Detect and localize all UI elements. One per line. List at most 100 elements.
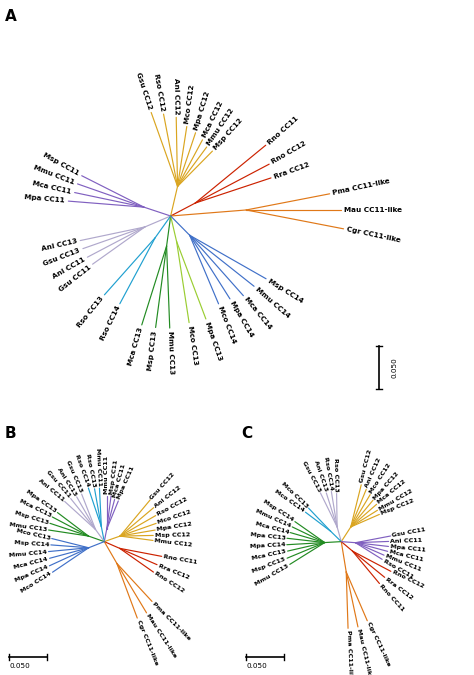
- Text: Mpa CC12: Mpa CC12: [194, 90, 211, 131]
- Text: Mca CC14: Mca CC14: [243, 296, 273, 331]
- Text: Gsu CC12: Gsu CC12: [135, 72, 153, 111]
- Text: Rso CC12: Rso CC12: [156, 497, 188, 517]
- Text: Mpa CC14: Mpa CC14: [249, 542, 285, 549]
- Text: Msp CC14: Msp CC14: [263, 500, 295, 522]
- Text: Mca CC13: Mca CC13: [127, 327, 144, 367]
- Text: Mca CC14: Mca CC14: [13, 556, 49, 570]
- Text: Mpa CC14: Mpa CC14: [14, 564, 49, 583]
- Text: Msp CC14: Msp CC14: [14, 540, 49, 547]
- Text: Ani CC12: Ani CC12: [365, 457, 383, 489]
- Text: Mpa CC13: Mpa CC13: [249, 532, 286, 541]
- Text: Msp CC12: Msp CC12: [380, 498, 415, 516]
- Text: Rra CC12: Rra CC12: [384, 576, 414, 600]
- Text: Msp CC11: Msp CC11: [109, 459, 118, 495]
- Text: Rno CC11: Rno CC11: [163, 554, 198, 565]
- Text: Mco CC13: Mco CC13: [280, 481, 309, 509]
- Text: Rso CC13: Rso CC13: [334, 458, 339, 492]
- Text: Mmu CC12: Mmu CC12: [378, 488, 413, 512]
- Text: Mpa CC12: Mpa CC12: [372, 470, 400, 501]
- Text: 0.050: 0.050: [391, 357, 397, 377]
- Text: Rso CC14: Rso CC14: [323, 456, 334, 490]
- Text: Msp CC13: Msp CC13: [252, 556, 286, 574]
- Text: Ani CC13: Ani CC13: [56, 466, 78, 497]
- Text: Mmu CC11: Mmu CC11: [104, 456, 109, 494]
- Text: Mpa CC11: Mpa CC11: [117, 466, 136, 500]
- Text: Gsu CC13: Gsu CC13: [301, 460, 322, 493]
- Text: Mco CC12: Mco CC12: [369, 462, 392, 495]
- Text: Mmu CC13: Mmu CC13: [9, 522, 47, 532]
- Text: Mco CC13: Mco CC13: [15, 528, 51, 541]
- Text: Rso CC14: Rso CC14: [99, 305, 121, 342]
- Text: Mca CC12: Mca CC12: [201, 101, 224, 138]
- Text: Ani CC13: Ani CC13: [41, 238, 78, 252]
- Text: Mpa CC13: Mpa CC13: [204, 321, 223, 361]
- Text: Pma CC11-like: Pma CC11-like: [151, 601, 191, 641]
- Text: Msp CC12: Msp CC12: [155, 533, 190, 538]
- Text: Mmu CC12: Mmu CC12: [155, 538, 193, 548]
- Text: Ani CC11: Ani CC11: [390, 538, 422, 544]
- Text: Mmu CC11: Mmu CC11: [384, 554, 422, 572]
- Text: Cgr CC11-like: Cgr CC11-like: [346, 227, 401, 244]
- Text: Gsu CC12: Gsu CC12: [359, 449, 373, 484]
- Text: Mmu CC13: Mmu CC13: [254, 563, 290, 587]
- Text: Cgr CC11-like: Cgr CC11-like: [136, 619, 158, 666]
- Text: Rno CC12: Rno CC12: [391, 570, 424, 589]
- Text: Rra CC12: Rra CC12: [273, 161, 310, 180]
- Text: Gsu CC11: Gsu CC11: [57, 264, 92, 292]
- Text: Mco CC12: Mco CC12: [157, 510, 192, 525]
- Text: Mca CC13: Mca CC13: [18, 499, 52, 518]
- Text: Mau CC11-like: Mau CC11-like: [146, 613, 177, 659]
- Text: Gsu CC11: Gsu CC11: [45, 470, 72, 499]
- Text: Pma CC11-like: Pma CC11-like: [332, 178, 391, 196]
- Text: Mco CC12: Mco CC12: [184, 84, 196, 124]
- Text: Rno CC12: Rno CC12: [271, 140, 307, 165]
- Text: Mau CC11-like: Mau CC11-like: [356, 628, 372, 675]
- Text: Mmu CC11: Mmu CC11: [95, 448, 102, 487]
- Text: Ani CC12: Ani CC12: [154, 485, 182, 508]
- Text: Msp CC11: Msp CC11: [42, 153, 80, 177]
- Text: Mmu CC13: Mmu CC13: [167, 331, 174, 375]
- Text: Mau CC11-like: Mau CC11-like: [344, 207, 402, 213]
- Text: 0.050: 0.050: [9, 664, 30, 670]
- Text: Mmu CC12: Mmu CC12: [206, 107, 235, 146]
- Text: Rno CC12: Rno CC12: [154, 571, 185, 594]
- Text: Rso CC12: Rso CC12: [154, 73, 166, 111]
- Text: Msp CC12: Msp CC12: [212, 117, 244, 151]
- Text: Gsu CC12: Gsu CC12: [149, 471, 176, 500]
- Text: Mmu CC14: Mmu CC14: [255, 508, 292, 529]
- Text: Mca CC12: Mca CC12: [376, 479, 407, 505]
- Text: Mpa CC14: Mpa CC14: [229, 300, 255, 338]
- Text: Mca CC11: Mca CC11: [32, 180, 72, 195]
- Text: Mca CC13: Mca CC13: [251, 549, 286, 561]
- Text: Mmu CC14: Mmu CC14: [255, 286, 291, 319]
- Text: Ani CC11: Ani CC11: [37, 478, 65, 502]
- Text: Mco CC14: Mco CC14: [20, 571, 53, 594]
- Text: Mca CC14: Mca CC14: [255, 520, 290, 535]
- Text: Pma CC11-like: Pma CC11-like: [346, 630, 352, 675]
- Text: Rra CC12: Rra CC12: [158, 563, 190, 580]
- Text: Cgr CC11-like: Cgr CC11-like: [365, 621, 391, 668]
- Text: Ani CC11: Ani CC11: [51, 256, 86, 279]
- Text: Mca CC11: Mca CC11: [389, 549, 424, 563]
- Text: Rso CC11: Rso CC11: [383, 558, 414, 579]
- Text: Gsu CC13: Gsu CC13: [65, 460, 83, 493]
- Text: Gsu CC13: Gsu CC13: [43, 247, 81, 267]
- Text: Mmu CC11: Mmu CC11: [33, 165, 75, 186]
- Text: 0.050: 0.050: [246, 664, 267, 670]
- Text: Gsu CC11: Gsu CC11: [392, 527, 426, 538]
- Text: Mpa CC12: Mpa CC12: [156, 522, 192, 533]
- Text: C: C: [242, 426, 253, 441]
- Text: Ani CC12: Ani CC12: [173, 78, 179, 114]
- Text: Msp CC14: Msp CC14: [267, 278, 304, 304]
- Text: Mco CC14: Mco CC14: [274, 489, 306, 513]
- Text: Rso CC13: Rso CC13: [85, 454, 97, 487]
- Text: B: B: [5, 426, 17, 441]
- Text: Msp CC13: Msp CC13: [147, 330, 158, 371]
- Text: Mpa CC11: Mpa CC11: [25, 194, 65, 204]
- Text: A: A: [5, 9, 17, 24]
- Text: Mmu CC14: Mmu CC14: [9, 549, 47, 558]
- Text: Msp CC13: Msp CC13: [14, 510, 49, 525]
- Text: Mca CC11: Mca CC11: [113, 464, 127, 498]
- Text: Rno CC11: Rno CC11: [379, 583, 405, 612]
- Text: Rso CC14: Rso CC14: [74, 454, 90, 487]
